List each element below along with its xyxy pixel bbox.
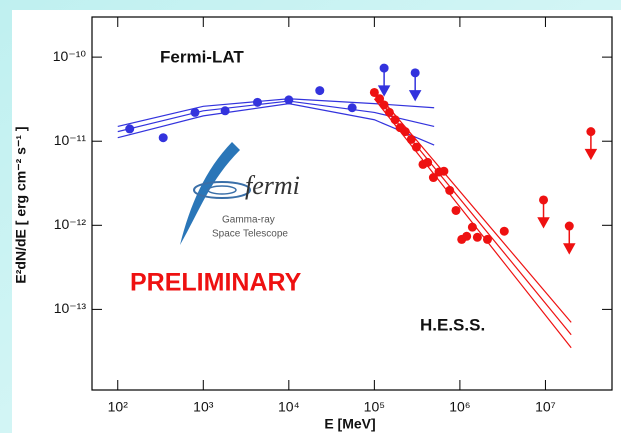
y-tick-label: 10⁻¹² [54,216,87,232]
data-point [125,124,135,134]
annotation: Fermi-LAT [160,47,244,66]
data-point [482,234,492,244]
axes-frame [91,16,613,391]
x-tick-label: 10⁴ [278,399,300,415]
x-axis-label: E [MeV] [324,416,375,432]
data-point [462,231,472,241]
data-point [158,133,168,143]
data-point [411,142,421,152]
data-point [284,95,294,105]
data-point [315,86,325,96]
upper-limit-point [539,195,549,205]
annotation: H.E.S.S. [420,315,485,334]
y-tick-label: 10⁻¹¹ [54,132,87,148]
data-point [472,232,482,242]
data-point [428,173,438,183]
upper-limit-point [379,63,389,73]
logo-text: Space Telescope [212,229,288,240]
data-point [499,226,509,236]
data-point [390,115,400,125]
data-point [467,222,477,232]
data-point [406,134,416,144]
data-point [220,106,230,116]
upper-limit-point [564,221,574,231]
x-tick-label: 10⁷ [535,399,556,415]
data-point [252,97,262,107]
logo-orbit [193,181,251,199]
data-point [423,157,433,167]
data-point [451,205,461,215]
logo-swirl [180,142,240,245]
data-point [445,185,455,195]
x-tick-label: 10⁶ [449,399,470,415]
data-point [400,127,410,137]
data-point [369,87,379,97]
data-point [379,100,389,110]
y-axis-label: E²dN/dE [ erg cm⁻² s⁻¹ ] [13,126,29,283]
data-point [190,107,200,117]
logo-name: fermi [245,171,300,200]
upper-limit-point [410,68,420,78]
logo-orbit [207,185,237,195]
data-point [375,94,385,104]
logo-text: Gamma-ray [222,215,275,226]
data-point [439,166,449,176]
data-point [384,107,394,117]
annotation: PRELIMINARY [130,269,302,297]
x-tick-label: 10³ [193,399,214,415]
upper-limit-point [586,127,596,137]
y-tick-label: 10⁻¹³ [54,300,87,316]
y-tick-label: 10⁻¹⁰ [53,48,87,64]
plot-panel [12,10,621,433]
x-tick-label: 10² [108,399,129,415]
logo: fermi Gamma-ray Space Telescope [180,142,300,245]
x-tick-label: 10⁵ [364,399,385,415]
data-point [347,103,357,113]
